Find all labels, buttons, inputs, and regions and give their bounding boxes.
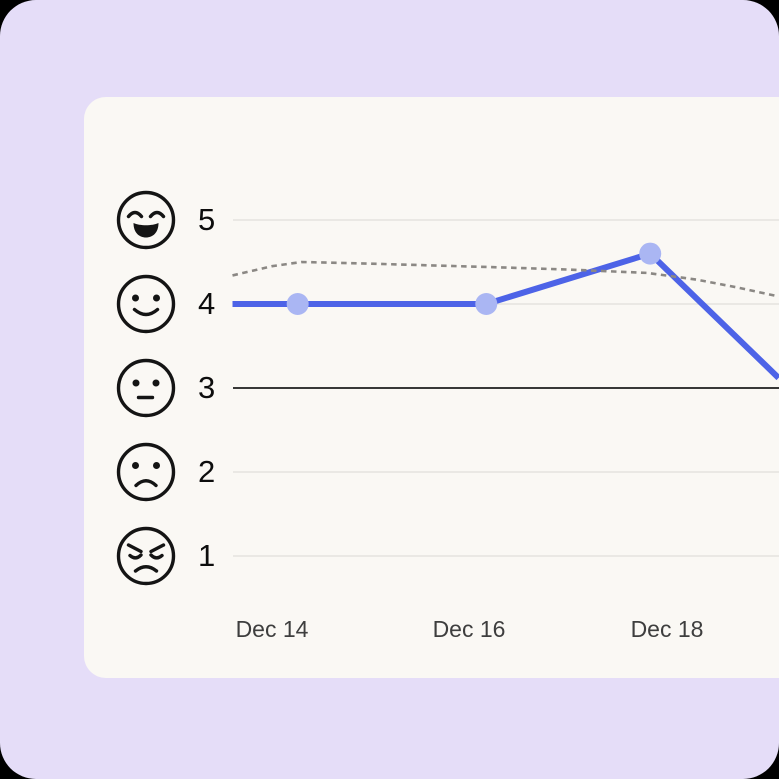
x-tick-dec-16: Dec 16: [432, 616, 506, 642]
y-tick-label-3: 3: [198, 370, 216, 405]
y-tick-label-2: 2: [198, 454, 216, 489]
face-neutral-icon: [116, 358, 176, 418]
mood-axis-row-3: 3: [114, 356, 216, 420]
y-tick-label-4: 4: [198, 286, 216, 321]
face-beaming-smile-icon: [116, 190, 176, 250]
x-tick-dec-14: Dec 14: [235, 616, 309, 642]
mood-axis-row-2: 2: [114, 440, 216, 504]
mood-axis-row-1: 1: [114, 524, 216, 588]
mood-axis-row-5: 5: [114, 188, 216, 252]
face-frown-icon: [116, 442, 176, 502]
face-angry-icon: [116, 526, 176, 586]
mood-axis-row-4: 4: [114, 272, 216, 336]
y-tick-label-1: 1: [198, 538, 216, 573]
y-tick-label-5: 5: [198, 202, 216, 237]
face-smile-icon: [116, 274, 176, 334]
x-tick-dec-18: Dec 18: [630, 616, 704, 642]
